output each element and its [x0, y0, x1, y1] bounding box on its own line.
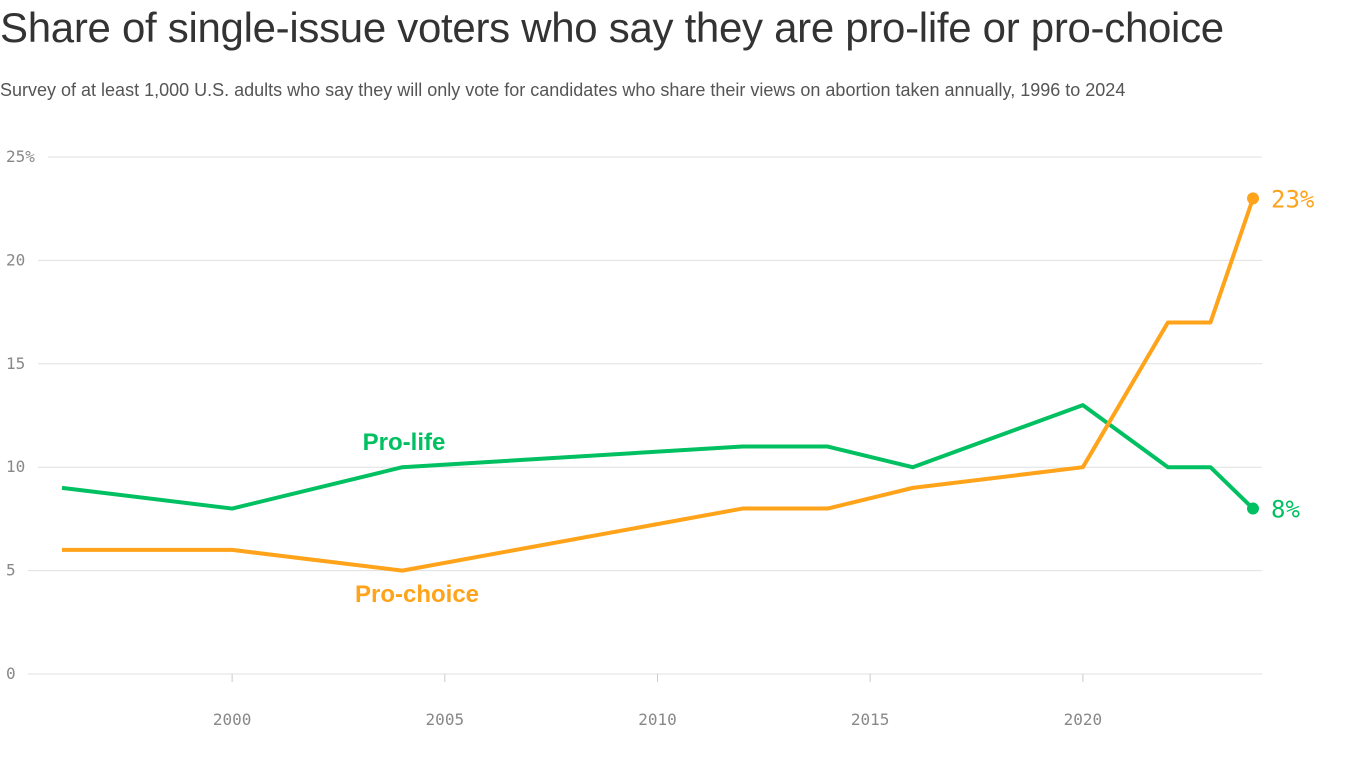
- x-tick-label: 2005: [426, 710, 465, 729]
- x-tick-label: 2000: [213, 710, 252, 729]
- end-label-pro-life: 8%: [1271, 496, 1300, 524]
- end-dot-pro-choice: [1247, 192, 1259, 205]
- series-label-pro-life: Pro-life: [363, 429, 446, 456]
- y-tick-label: 20: [6, 250, 25, 269]
- x-tick-label: 2010: [638, 710, 677, 729]
- end-dot-pro-life: [1247, 502, 1259, 515]
- series-label-pro-choice: Pro-choice: [355, 581, 479, 608]
- y-tick-label: 25%: [6, 147, 35, 166]
- y-tick-label: 15: [6, 354, 25, 373]
- series-line-pro-life: [61, 403, 1255, 511]
- chart-subtitle: Survey of at least 1,000 U.S. adults who…: [0, 80, 1126, 100]
- x-tick-label: 2020: [1064, 710, 1103, 729]
- y-tick-label: 10: [6, 457, 25, 476]
- series-line-pro-choice: [62, 197, 1255, 573]
- chart-title: Share of single-issue voters who say the…: [0, 4, 1224, 51]
- end-label-pro-choice: 23%: [1271, 185, 1315, 213]
- y-tick-label: 5: [6, 561, 16, 580]
- x-tick-label: 2015: [851, 710, 890, 729]
- y-tick-label: 0: [6, 664, 16, 683]
